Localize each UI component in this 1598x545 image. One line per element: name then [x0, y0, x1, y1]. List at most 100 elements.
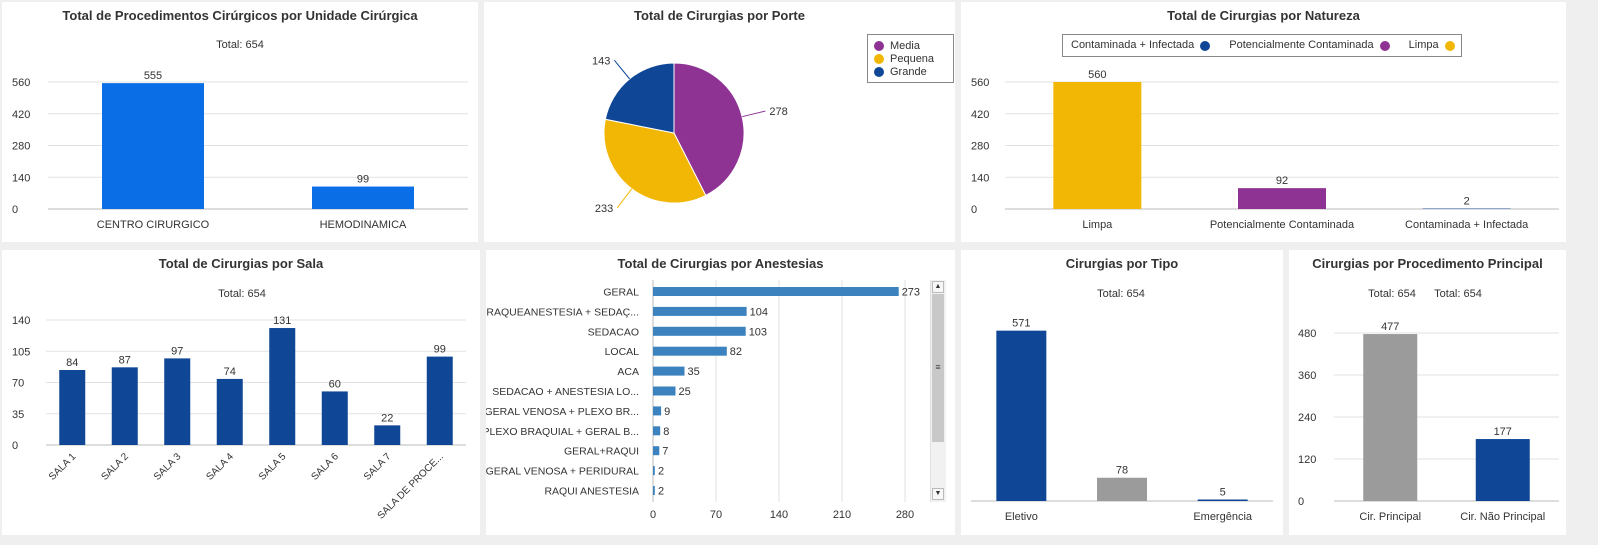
chart-sala[interactable]: Total: 654 0 35 70 105 140 84 SALA 1 87 SALA 2 97 S…: [2, 250, 480, 535]
dot-icon: [1200, 40, 1211, 51]
y-tick-label: 560: [12, 77, 30, 89]
legend-item-contaminada-infectada[interactable]: Contaminada + Infectada: [1071, 39, 1211, 52]
chart-procedimento-principal[interactable]: Total: 654 Total: 654 0 120 240 360 480 477 Cir.…: [1289, 250, 1566, 535]
panel-tipo: Cirurgias por Tipo Total: 654 571 Eletivo 7…: [961, 250, 1283, 535]
y-tick-label: 0: [12, 204, 18, 216]
y-tick-label: 0: [12, 440, 18, 452]
bar: [996, 330, 1047, 501]
legend-item-media[interactable]: Media: [874, 39, 947, 52]
bar: [102, 83, 204, 209]
bar: [653, 326, 746, 336]
chart-unidade-cirurgica[interactable]: Total: 654 0 140 280 420 560 555 CENTRO CIRURGI…: [2, 2, 478, 242]
data-label: 273: [902, 287, 920, 299]
pie-slice: [603, 118, 707, 204]
legend-label: Grande: [890, 65, 927, 78]
data-label: 25: [679, 386, 691, 398]
bar: [164, 358, 191, 445]
legend-label: Media: [890, 39, 920, 52]
y-tick-label: 480: [1298, 328, 1316, 340]
data-label: 82: [730, 346, 742, 358]
leader-line: [741, 110, 766, 118]
chart-tipo[interactable]: Total: 654 571 Eletivo 78 5 Emergência: [961, 250, 1283, 535]
data-label: 92: [1276, 175, 1288, 187]
y-tick-label: 560: [971, 77, 989, 89]
data-label: 143: [592, 55, 610, 67]
data-label: 5: [1220, 487, 1226, 499]
panel-sala: Total de Cirurgias por Sala Total: 654 0 3…: [2, 250, 480, 535]
data-label: 571: [1012, 318, 1030, 330]
y-tick-label: 360: [1298, 370, 1316, 382]
x-tick-label: Cir. Principal: [1359, 511, 1421, 523]
panel-natureza: Total de Cirurgias por Natureza Contamin…: [961, 2, 1566, 242]
bar: [653, 466, 655, 476]
y-tick-label: LOCAL: [605, 346, 640, 358]
scroll-down-button[interactable]: ▼: [932, 488, 944, 500]
legend-label: Limpa: [1408, 39, 1439, 51]
scrollbar[interactable]: ▲ ≡ ▼: [930, 280, 946, 502]
dot-icon: [874, 53, 884, 64]
data-label: 2: [1464, 196, 1470, 208]
legend-natureza: Contaminada + Infectada Potencialmente C…: [1062, 34, 1462, 57]
bar: [653, 426, 661, 436]
y-tick-label: ACA: [617, 366, 639, 378]
scroll-thumb[interactable]: ≡: [932, 294, 944, 442]
y-tick-label: 140: [12, 172, 30, 184]
x-tick-label: 280: [896, 509, 914, 521]
data-label: 84: [66, 357, 78, 369]
chart-porte[interactable]: 278 233 143: [484, 2, 955, 242]
panel-anestesias: Total de Cirurgias por Anestesias 0 70 140…: [486, 250, 955, 535]
panel-porte: Total de Cirurgias por Porte 278 233 143 M…: [484, 2, 955, 242]
dot-icon: [874, 40, 884, 51]
chart-subtitle: Total: 654: [216, 39, 264, 51]
x-tick-label: SALA 6: [310, 451, 342, 483]
bar: [653, 386, 676, 396]
bar: [269, 328, 296, 445]
y-tick-label: 420: [971, 109, 989, 121]
y-tick-label: 280: [971, 141, 989, 153]
chart-natureza[interactable]: 0 140 280 420 560 560 Limpa 92 Potencialmente Co…: [961, 2, 1566, 242]
chart-subtitle: Total: 654: [1434, 288, 1482, 300]
y-tick-label: GERAL VENOSA + PERIDURAL: [486, 466, 639, 478]
legend-label: Pequena: [890, 52, 935, 65]
data-label: 97: [171, 345, 183, 357]
legend-item-limpa[interactable]: Limpa: [1409, 39, 1455, 52]
dot-icon: [1379, 40, 1390, 51]
x-tick-label: SALA 2: [100, 451, 132, 483]
pie-slice: [673, 62, 745, 197]
data-label: 233: [595, 203, 613, 215]
chart-anestesias[interactable]: 0 70 140 210 280 273 GERAL 104 RAQUEANESTESIA + …: [486, 250, 955, 535]
legend-item-grande[interactable]: Grande: [874, 65, 947, 78]
y-tick-label: 105: [12, 346, 30, 358]
legend-item-pequena[interactable]: Pequena: [874, 52, 947, 65]
bar: [312, 186, 414, 209]
x-tick-label: CENTRO CIRURGICO: [97, 219, 210, 231]
y-tick-label: SEDACAO + ANESTESIA LO...: [492, 386, 639, 398]
x-tick-label: Cir. Não Principal: [1460, 511, 1545, 523]
data-label: 22: [381, 412, 393, 424]
chart-subtitle: Total: 654: [1368, 288, 1416, 300]
bar: [1238, 188, 1326, 209]
dot-icon: [1444, 40, 1455, 51]
x-tick-label: Contaminada + Infectada: [1405, 219, 1529, 231]
bar: [1363, 334, 1418, 501]
chart-title: Cirurgias por Procedimento Principal: [1312, 256, 1543, 271]
legend-item-potencialmente-contaminada[interactable]: Potencialmente Contaminada: [1229, 39, 1390, 52]
data-label: 555: [144, 70, 162, 82]
data-label: 278: [769, 106, 787, 118]
data-label: 99: [434, 344, 446, 356]
panel-unidade-cirurgica: Total de Procedimentos Cirúrgicos por Un…: [2, 2, 478, 242]
y-tick-label: 140: [971, 172, 989, 184]
data-label: 103: [749, 326, 767, 338]
x-tick-label: Eletivo: [1005, 511, 1038, 523]
y-tick-label: GERAL: [603, 287, 639, 299]
x-tick-label: 140: [770, 509, 788, 521]
x-tick-label: SALA 7: [362, 451, 394, 483]
y-tick-label: 35: [12, 409, 24, 421]
data-label: 74: [224, 366, 236, 378]
x-tick-label: SALA 1: [47, 451, 79, 483]
bar: [653, 406, 662, 416]
data-label: 99: [357, 174, 369, 186]
scroll-up-button[interactable]: ▲: [932, 281, 944, 293]
data-label: 87: [119, 354, 131, 366]
chart-title: Total de Cirurgias por Porte: [634, 8, 805, 23]
